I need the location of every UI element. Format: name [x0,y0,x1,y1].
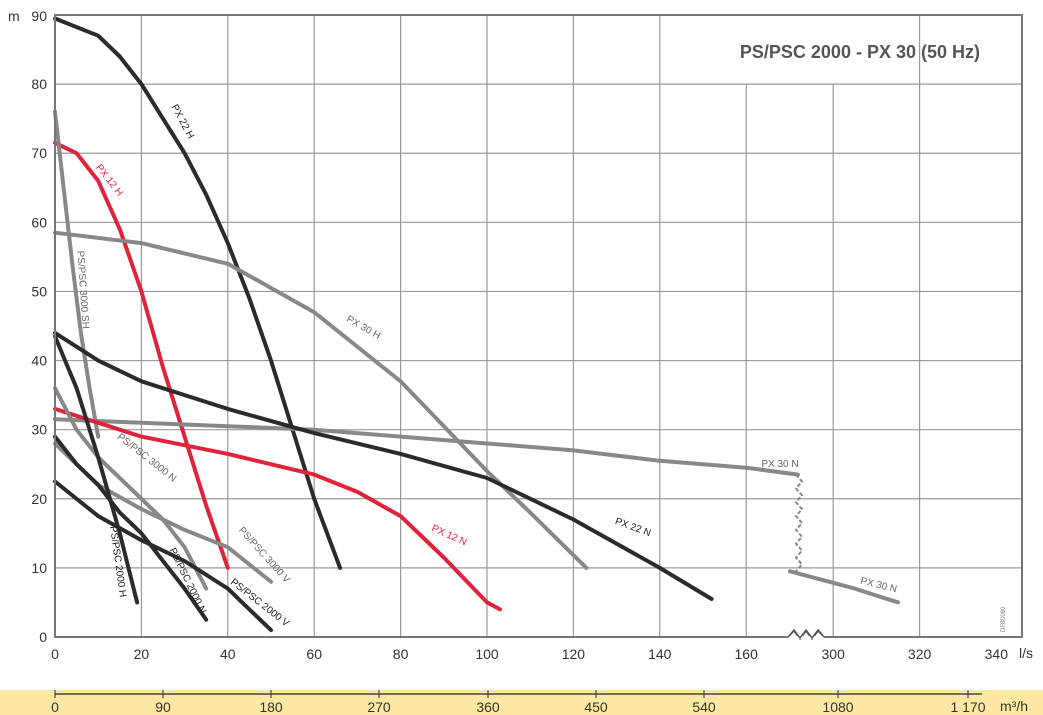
curve-label: PX 30 H [344,314,382,342]
y-tick-label: 80 [31,76,47,92]
x-tick-label: 80 [393,646,409,662]
secondary-tick-label: 270 [367,699,391,715]
chart-title: PS/PSC 2000 - PX 30 (50 Hz) [740,42,980,62]
x-tick-label: 40 [220,646,236,662]
curve-label: PX 22 N [613,516,652,539]
curve-break-connector [794,473,804,572]
y-tick-label: 30 [31,422,47,438]
x-tick-label: 20 [134,646,150,662]
secondary-tick-label: 450 [584,699,608,715]
x-tick-label: 160 [735,646,759,662]
curve-px-12-h [53,140,230,570]
y-tick-label: 40 [31,353,47,369]
curve-px-12-n [53,406,502,612]
y-tick-label: 20 [31,491,47,507]
axes: 0 10 20 30 40 50 60 70 80 90 0 20 40 60 80 100 120 140 160… [31,8,1023,715]
y-tick-label: 90 [31,8,47,24]
y-tick-label: 60 [31,214,47,230]
curve-label: PX 12 N [430,523,469,548]
secondary-tick-label: 0 [51,699,59,715]
secondary-tick-label: 360 [476,699,500,715]
curve-label: PX 30 N [761,459,798,470]
secondary-axis-unit: m³/h [1000,698,1028,714]
y-tick-label: 50 [31,283,47,299]
curve-ps-psc-2000-n [53,434,209,622]
secondary-tick-label: 1080 [822,699,853,715]
axis-break-mask [788,636,825,639]
x-tick-label: 340 [985,646,1009,662]
y-tick-label: 0 [39,629,47,645]
curve-ps-psc-2000-v [53,479,273,633]
x-tick-label: 300 [822,646,846,662]
curves [53,16,900,633]
curve-px-30-n [53,417,800,477]
y-tick-label: 10 [31,560,47,576]
x-tick-label: 100 [475,646,499,662]
curve-ps-psc-2000-h [53,334,140,605]
plot-frame [54,14,1023,638]
curve-px-30-n [788,569,900,605]
secondary-tick-label: 540 [692,699,716,715]
curve-ps-psc-3000-n [53,386,209,591]
axis-break-zigzag [787,628,825,640]
x-tick-label: 0 [51,646,59,662]
curve-px-22-n [53,330,714,601]
curve-ps-psc-3000-sh [53,109,101,439]
secondary-tick-label: 180 [259,699,283,715]
x-tick-label: 320 [908,646,932,662]
curve-px-30-h [53,230,589,570]
secondary-tick-label: 1 170 [950,699,985,715]
grid [55,14,1022,638]
y-axis-unit: m [8,8,20,24]
y-tick-label: 70 [31,145,47,161]
watermark: DFB0080 [1001,606,1007,632]
x-tick-label: 120 [562,646,586,662]
x-tick-label: 60 [306,646,322,662]
curve-label: PS/PSC 2000 H [107,525,128,598]
secondary-tick-label: 90 [155,699,171,715]
curve-label: PS/PSC 3000 SH [74,250,90,329]
x-tick-label: 140 [648,646,672,662]
x-axis-unit: l/s [1019,645,1033,661]
